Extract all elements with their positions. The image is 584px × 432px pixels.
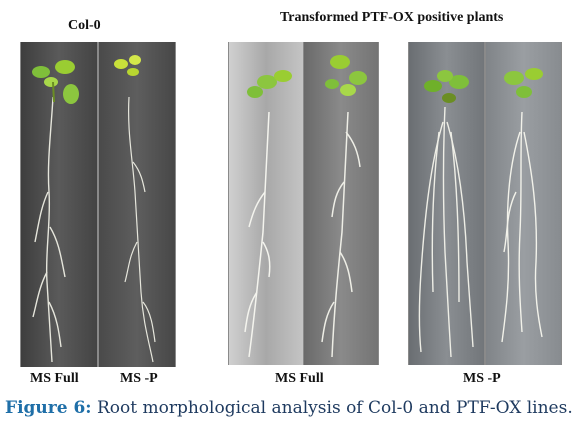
label-transformed-ms-minus-p: MS -P: [463, 371, 501, 386]
label-col0-ms-minus-p: MS -P: [120, 371, 158, 386]
col0-header: Col-0: [68, 18, 101, 33]
figure-label: Figure 6:: [5, 398, 92, 418]
caption-text: Root morphological analysis of Col-0 and…: [96, 398, 573, 418]
label-col0-ms-full: MS Full: [30, 371, 79, 386]
photo-panel-col0-ms-minus-p: [98, 42, 176, 367]
photo-panel-ptf-ms-full-2: [303, 42, 379, 365]
photo-panel-ptf-ms-full-1: [228, 42, 304, 365]
photo-panel-ptf-ms-minus-p-1: [408, 42, 485, 365]
label-transformed-ms-full: MS Full: [275, 371, 324, 386]
photo-panel-ptf-ms-minus-p-2: [485, 42, 562, 365]
figure-caption: Figure 6: Root morphological analysis of…: [5, 398, 573, 418]
transformed-header: Transformed PTF-OX positive plants: [280, 10, 504, 25]
photo-panel-col0-ms-full: [20, 42, 98, 367]
